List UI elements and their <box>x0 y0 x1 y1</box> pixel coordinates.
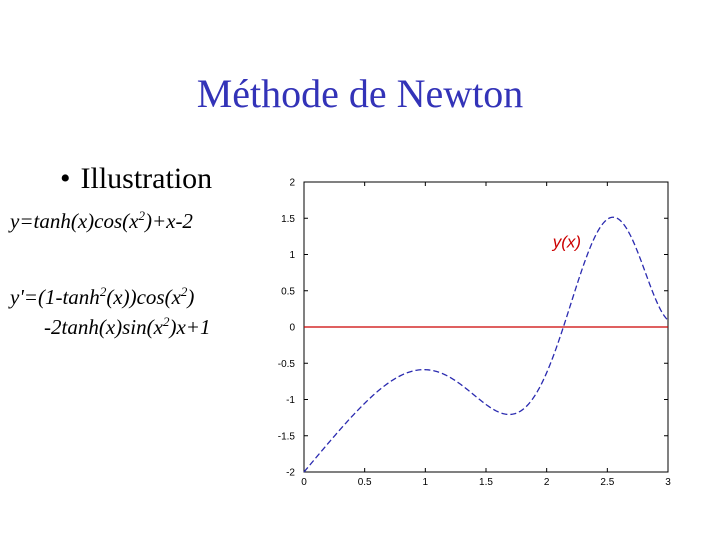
x-tick-label: 3 <box>665 477 671 488</box>
x-tick-label: 2 <box>544 477 550 488</box>
bullet-text: Illustration <box>80 162 213 195</box>
slide-title: Méthode de Newton <box>196 71 524 116</box>
bullet-dot: • <box>60 162 71 195</box>
formula-part: -2tanh(x)sin(x <box>44 315 163 339</box>
derivative-formula-line1: y'=(1-tanh2(x))cos(x2) <box>10 284 194 310</box>
y-tick-label: 0.5 <box>281 286 295 297</box>
function-curve <box>303 216 669 473</box>
y-tick-label: 0 <box>289 323 295 334</box>
newton-plot: 0 0.5 1 1.5 2 2.5 3 2 1.5 1 0.5 0 -0.5 -1 -1.5 -2 y(x) <box>278 178 671 489</box>
formula-part: y'=(1-tanh <box>10 285 100 309</box>
formula-part: (x))cos(x <box>106 285 181 309</box>
formula-exponent: 2 <box>99 284 107 299</box>
curve-label: y(x) <box>552 232 581 251</box>
y-tick-label: -2 <box>286 468 295 479</box>
x-tick-label: 1 <box>423 477 429 488</box>
formula-exponent: 2 <box>138 208 145 223</box>
x-tick-label: 2.5 <box>600 477 614 488</box>
derivative-formula-line2: -2tanh(x)sin(x2)x+1 <box>44 314 210 340</box>
formula-part: ) <box>187 285 195 309</box>
formula-part: y=tanh(x)cos(x <box>10 209 139 233</box>
formula-part: )+x-2 <box>144 209 193 233</box>
y-tick-label: -0.5 <box>278 359 296 370</box>
formula-part: )x+1 <box>169 315 211 339</box>
function-formula: y=tanh(x)cos(x2)+x-2 <box>10 208 193 234</box>
formula-exponent: 2 <box>180 284 188 299</box>
y-tick-label: 2 <box>289 178 295 189</box>
y-tick-label: 1 <box>289 250 295 261</box>
x-tick-label: 0 <box>301 477 307 488</box>
y-tick-label: 1.5 <box>281 214 295 225</box>
x-tick-label: 0.5 <box>358 477 372 488</box>
bullet-item: • Illustration <box>60 162 212 196</box>
x-tick-label: 1.5 <box>479 477 493 488</box>
formula-exponent: 2 <box>162 314 170 329</box>
y-tick-label: -1.5 <box>278 431 296 442</box>
y-tick-label: -1 <box>286 395 295 406</box>
